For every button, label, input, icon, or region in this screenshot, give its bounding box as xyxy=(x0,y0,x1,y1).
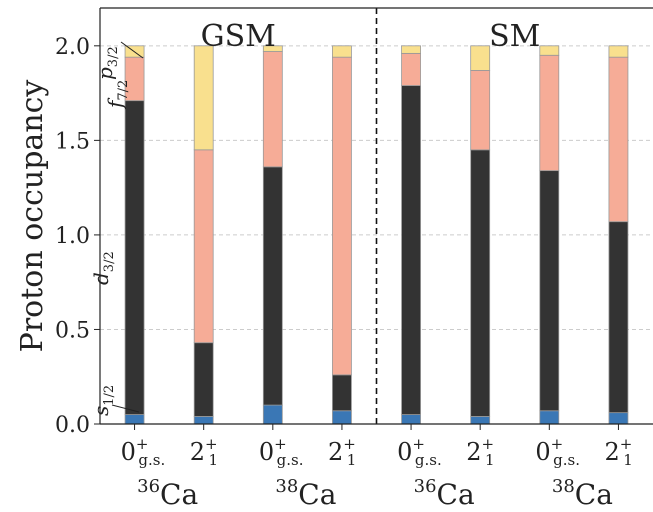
orbital-label: p3/2 xyxy=(93,46,121,80)
bar-segment-f7-2 xyxy=(332,56,352,376)
bar-segment-p3-2 xyxy=(539,45,560,56)
x-tick-label: 2+ 1 xyxy=(190,435,218,469)
orbital-label: s1/2 xyxy=(89,385,117,416)
x-tick-label: 0+ g.s. xyxy=(535,435,580,469)
bar-segment-d3-2 xyxy=(124,100,145,415)
nucleus-label: 38Ca xyxy=(552,476,613,511)
bar-segment-s1-2 xyxy=(332,410,352,425)
panel-title: GSM xyxy=(201,19,276,54)
x-tick-label: 0+ g.s. xyxy=(259,435,304,469)
bar-segment-d3-2 xyxy=(608,221,629,414)
y-axis-label: Proton occupancy xyxy=(15,80,50,353)
bar-segment-p3-2 xyxy=(332,45,352,58)
bar-segment-s1-2 xyxy=(608,412,629,425)
bar-segment-p3-2 xyxy=(470,45,491,71)
bar-segment-s1-2 xyxy=(193,416,214,425)
x-tick-label: 2+ 1 xyxy=(604,435,632,469)
bar-segment-s1-2 xyxy=(539,410,560,425)
y-tick-label: 0.5 xyxy=(55,318,90,343)
y-tick-label: 0.0 xyxy=(55,413,90,438)
bar-segment-s1-2 xyxy=(124,414,145,425)
bar-segment-s1-2 xyxy=(401,414,421,425)
x-tick-label: 0+ g.s. xyxy=(397,435,442,469)
nucleus-label: 36Ca xyxy=(137,476,198,511)
orbital-label: d3/2 xyxy=(89,251,117,285)
bar-segment-d3-2 xyxy=(470,149,491,417)
bar-segment-p3-2 xyxy=(608,45,629,58)
nucleus-label: 38Ca xyxy=(275,476,336,511)
bar-segment-p3-2 xyxy=(262,45,283,52)
bar-segment-d3-2 xyxy=(539,170,560,412)
orbital-label: f7/2 xyxy=(103,80,131,110)
bar-segment-s1-2 xyxy=(470,416,491,425)
x-tick-label: 2+ 1 xyxy=(328,435,356,469)
bar-segment-f7-2 xyxy=(193,149,214,344)
nucleus-label: 36Ca xyxy=(414,476,475,511)
bar-segment-f7-2 xyxy=(262,51,283,168)
x-tick-label: 0+ g.s. xyxy=(121,435,166,469)
bar-segment-s1-2 xyxy=(262,404,283,425)
bar-segment-d3-2 xyxy=(401,85,421,415)
y-tick-label: 1.5 xyxy=(55,129,90,154)
bar-segment-f7-2 xyxy=(401,52,421,86)
bar-segment-f7-2 xyxy=(608,56,629,223)
y-tick-label: 1.0 xyxy=(55,224,90,249)
bar-segment-d3-2 xyxy=(262,166,283,406)
leader-line xyxy=(120,41,144,59)
panel-title: SM xyxy=(489,19,540,54)
bar-segment-d3-2 xyxy=(332,374,352,412)
y-tick-label: 2.0 xyxy=(55,35,90,60)
bar-segment-d3-2 xyxy=(193,342,214,417)
bar-segment-p3-2 xyxy=(401,45,421,54)
leader-line xyxy=(111,404,140,413)
x-tick-label: 2+ 1 xyxy=(466,435,494,469)
bar-segment-p3-2 xyxy=(193,45,214,151)
bar-segment-f7-2 xyxy=(539,54,560,172)
bar-segment-f7-2 xyxy=(470,70,491,151)
